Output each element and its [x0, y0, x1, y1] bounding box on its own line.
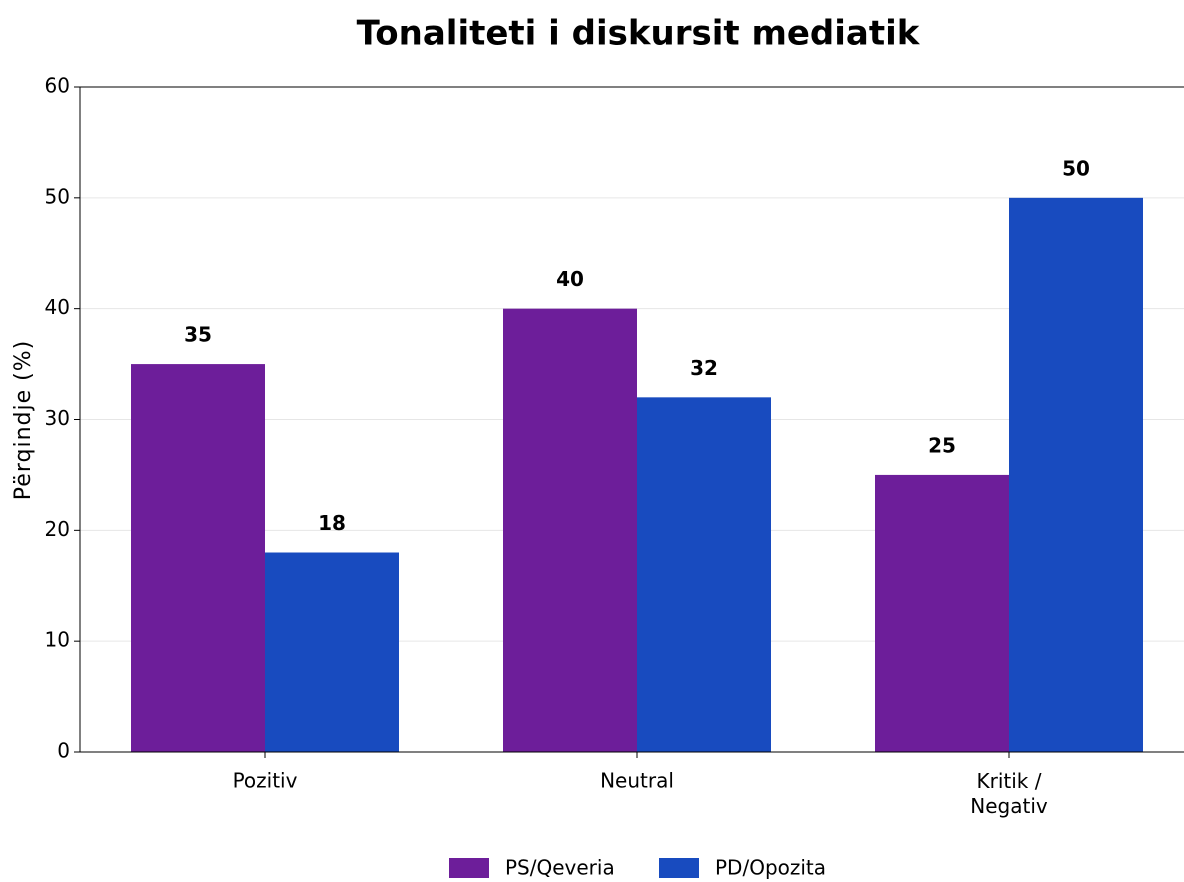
data-label: 40 — [556, 267, 584, 291]
y-tick-label: 40 — [45, 295, 70, 319]
bar — [875, 474, 1009, 752]
y-tick-label: 20 — [45, 517, 70, 541]
data-label: 35 — [184, 323, 212, 347]
y-tick-label: 10 — [45, 628, 70, 652]
legend-label: PD/Opozita — [715, 856, 826, 880]
y-axis-label: Përqindje (%) — [11, 340, 36, 500]
y-tick-label: 50 — [45, 184, 70, 208]
chart-title: Tonaliteti i diskursit mediatik — [357, 14, 921, 54]
y-tick-label: 60 — [45, 74, 70, 98]
y-tick-label: 0 — [57, 739, 70, 763]
legend-swatch — [449, 858, 489, 878]
x-tick-label: Neutral — [600, 769, 674, 793]
data-label: 18 — [318, 511, 346, 535]
y-tick-label: 30 — [45, 406, 70, 430]
bar — [637, 397, 771, 752]
legend-swatch — [659, 858, 699, 878]
x-tick-label: Pozitiv — [233, 769, 298, 793]
x-tick-label: Kritik / Negativ — [970, 769, 1048, 818]
bar — [1009, 197, 1143, 753]
data-label: 50 — [1062, 156, 1090, 180]
legend-label: PS/Qeveria — [505, 856, 615, 880]
bar — [503, 308, 637, 752]
data-label: 25 — [928, 433, 956, 457]
bar — [265, 552, 399, 752]
bar — [131, 364, 265, 752]
data-label: 32 — [690, 356, 718, 380]
